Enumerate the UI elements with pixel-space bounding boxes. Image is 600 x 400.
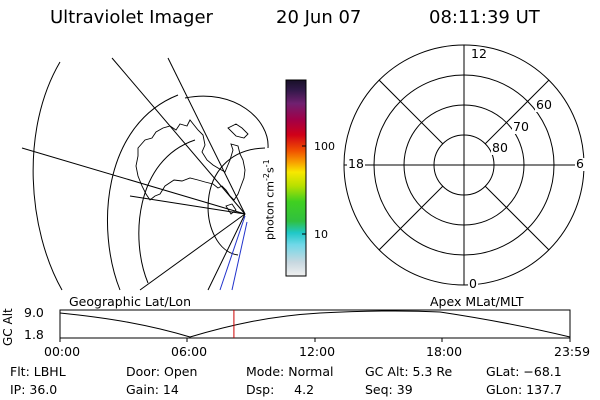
instrument-title: Ultraviolet Imager — [50, 7, 213, 28]
latitude-arc-large — [184, 95, 269, 149]
mlat-label-70: 70 — [512, 119, 530, 134]
mlt-label-6: 6 — [575, 156, 585, 171]
status-seq: Seq: 39 — [365, 382, 413, 397]
colorbar-tick-label-100: 100 — [314, 140, 335, 153]
latitude-arc-mid — [107, 94, 179, 291]
mlat-label-80: 80 — [491, 140, 509, 155]
orbit-track-2 — [231, 221, 248, 291]
status-gc-alt: GC Alt: 5.3 Re — [365, 364, 453, 379]
mlt-label-0: 0 — [468, 276, 478, 291]
mlt-label-12: 12 — [470, 46, 488, 61]
colorbar-tick-label-10: 10 — [314, 228, 328, 241]
altitude-xtick-1800: 18:00 — [426, 344, 463, 359]
meridian-line-2 — [167, 57, 246, 215]
status-glon: GLon: 137.7 — [486, 382, 562, 397]
status-glat: GLat: −68.1 — [486, 364, 562, 379]
status-ip: IP: 36.0 — [10, 382, 58, 397]
coastline-australia — [135, 119, 246, 201]
status-gain: Gain: 14 — [126, 382, 179, 397]
mlat-label-60: 60 — [535, 97, 553, 112]
altitude-curve — [59, 310, 571, 338]
coastline-new-guinea — [227, 123, 249, 139]
date-label: 20 Jun 07 — [276, 7, 362, 28]
mlt-diag-4 — [378, 185, 444, 251]
geographic-panel-label: Geographic Lat/Lon — [69, 294, 191, 309]
colorbar-gradient — [285, 79, 307, 277]
latitude-arc-inner — [138, 139, 196, 284]
altitude-xtick-2359: 23:59 — [554, 344, 591, 359]
meridian-line-5 — [139, 213, 246, 291]
altitude-ytick-high: 9.0 — [24, 305, 44, 320]
meridian-line-3 — [21, 147, 246, 215]
status-mode: Mode: Normal — [246, 364, 334, 379]
altitude-ylabel: GC Alt — [1, 308, 15, 346]
latitude-arc-outer — [32, 61, 63, 291]
latitude-arc-small — [207, 147, 266, 256]
coastline-tasmania — [225, 203, 237, 215]
altitude-xtick-0600: 06:00 — [171, 344, 208, 359]
status-filter: Flt: LBHL — [10, 364, 66, 379]
mlt-diag-2 — [484, 185, 550, 251]
status-door: Door: Open — [126, 364, 198, 379]
meridian-line-6 — [207, 213, 246, 291]
magnetic-panel-label: Apex MLat/MLT — [430, 294, 524, 309]
altitude-ytick-low: 1.8 — [24, 327, 44, 342]
mlt-diag-1 — [378, 79, 444, 145]
status-dsp: Dsp: 4.2 — [246, 382, 315, 397]
altitude-xtick-0000: 00:00 — [44, 344, 81, 359]
time-label: 08:11:39 UT — [429, 7, 540, 28]
mlt-diag-3 — [484, 79, 550, 145]
mlt-label-18: 18 — [347, 156, 365, 171]
altitude-xtick-1200: 12:00 — [299, 344, 336, 359]
meridian-line-1 — [111, 57, 246, 215]
orbit-track-1 — [219, 215, 246, 291]
